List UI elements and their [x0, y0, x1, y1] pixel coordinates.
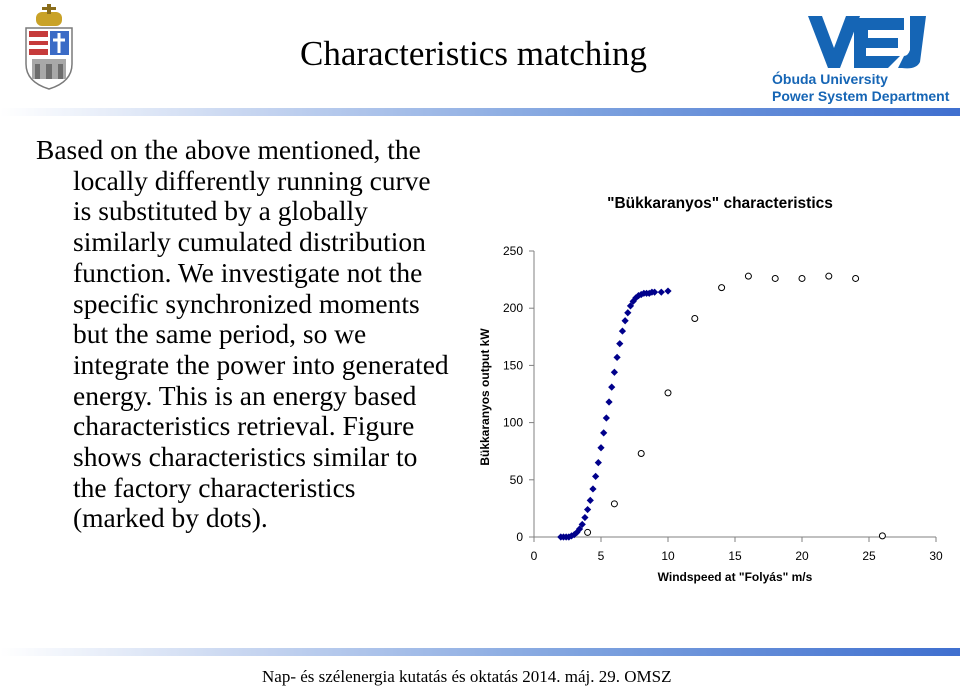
factory-point [771, 274, 779, 282]
measured-point [600, 429, 608, 437]
x-tick-label: 15 [728, 549, 742, 563]
x-tick-label: 10 [661, 549, 675, 563]
measured-point [605, 398, 613, 406]
measured-point [610, 368, 618, 376]
x-tick-label: 5 [598, 549, 605, 563]
measured-point [594, 459, 602, 467]
measured-point [573, 528, 581, 537]
measured-point [578, 520, 586, 529]
chart-container: "Bükkaranyos" characteristics 0 5 10 15 20 25… [470, 185, 950, 595]
measured-point [575, 525, 584, 533]
y-tick-label: 150 [503, 358, 523, 372]
measured-point [629, 297, 637, 305]
factory-point [664, 389, 672, 397]
measured-point [664, 287, 672, 295]
measured-point [621, 317, 629, 325]
factory-point [637, 449, 645, 457]
y-tick-label: 200 [503, 301, 523, 315]
department-logo-mark [808, 16, 926, 69]
slide-title: Characteristics matching [300, 34, 647, 73]
y-tick-label: 100 [503, 416, 523, 430]
x-axis-label: Windspeed at "Folyás" m/s [658, 570, 813, 584]
factory-point [798, 274, 806, 282]
body-text: Based on the above mentioned, the locall… [36, 134, 451, 534]
body-paragraph: Based on the above mentioned, the locall… [36, 134, 449, 534]
y-axis-label: Bükkaranyos output kW [478, 328, 492, 466]
characteristics-chart: "Bükkaranyos" characteristics 0 5 10 15 20 25… [478, 195, 943, 584]
chart-ticks: 0 5 10 15 20 25 30 0 50 100 150 200 250 [503, 244, 943, 563]
factory-point [744, 272, 752, 280]
measured-point [657, 288, 665, 296]
chart-title: "Bükkaranyos" characteristics [607, 195, 833, 212]
factory-point [610, 500, 618, 508]
x-tick-label: 30 [929, 549, 943, 563]
x-tick-label: 0 [531, 549, 538, 563]
y-tick-label: 250 [503, 244, 523, 258]
measured-point [586, 496, 594, 504]
measured-point [581, 513, 589, 522]
measured-point [618, 327, 627, 335]
measured-point [589, 485, 597, 493]
y-tick-label: 50 [510, 473, 524, 487]
measured-point [592, 472, 600, 480]
x-tick-label: 25 [862, 549, 876, 563]
footer-divider [0, 648, 960, 656]
logo-caption-department: Power System Department [772, 88, 950, 104]
measured-point [567, 532, 576, 540]
factory-point [691, 314, 699, 322]
x-tick-label: 20 [795, 549, 809, 563]
chart-axes [533, 251, 936, 538]
measured-point [602, 414, 610, 422]
measured-point [613, 353, 621, 361]
logo-caption-university: Óbuda University [772, 71, 888, 87]
measured-point [624, 309, 632, 317]
measured-point [597, 444, 605, 452]
factory-point [718, 284, 726, 292]
factory-point [852, 274, 860, 282]
header-divider [0, 108, 960, 116]
factory-point [878, 532, 886, 540]
chart-marks [557, 272, 886, 541]
measured-point [616, 340, 624, 348]
measured-point [608, 383, 616, 391]
y-tick-label: 0 [516, 530, 523, 544]
footer-text: Nap- és szélenergia kutatás és oktatás 2… [262, 667, 672, 686]
factory-point [825, 272, 833, 280]
factory-point [584, 528, 592, 536]
measured-point [584, 505, 592, 514]
university-crest-logo [25, 4, 73, 90]
